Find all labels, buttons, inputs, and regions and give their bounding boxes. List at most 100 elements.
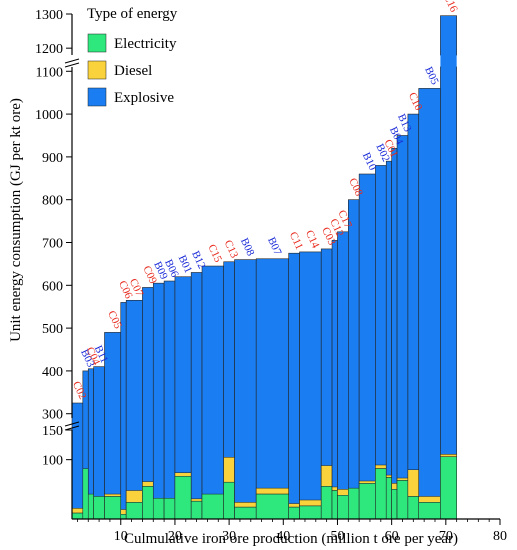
axis-break-marker: [64, 421, 80, 427]
x-tick-label: 40: [276, 529, 290, 544]
legend-item-electricity: Electricity: [87, 33, 177, 53]
electricity-segment: [125, 502, 143, 520]
diesel-segment: [407, 469, 419, 497]
electricity-segment: [234, 506, 257, 520]
bar-B05: [418, 88, 441, 520]
bar-B13: [396, 135, 409, 520]
legend-item-explosive: Explosive: [87, 87, 174, 107]
diesel-segment: [125, 490, 143, 503]
electricity-segment: [331, 490, 338, 520]
bar-label: B08: [238, 236, 257, 258]
y-axis-label: Unit energy consumption (GJ per kt ore): [8, 98, 24, 342]
diesel-segment: [337, 489, 349, 496]
electricity-segment: [418, 502, 441, 520]
diesel-segment: [396, 477, 409, 481]
electricity-segment: [71, 512, 84, 520]
explosive-segment: [201, 265, 224, 520]
explosive-segment: [396, 135, 409, 520]
diesel-segment: [358, 480, 376, 484]
explosive-segment: [71, 402, 84, 520]
y-tick-label: 1100: [36, 65, 63, 80]
legend: Type of energy Electricity Diesel Explosiv…: [87, 6, 178, 107]
explosive-segment: [331, 240, 338, 520]
bar-C06: [120, 302, 127, 520]
legend-label: Explosive: [114, 90, 174, 106]
y-tick-label: 100: [42, 454, 63, 469]
bar-label: C11: [287, 230, 305, 251]
bar-C15: [201, 265, 224, 520]
y-tick-label: 900: [42, 151, 63, 166]
explosive-segment: [348, 199, 360, 520]
electricity-segment: [288, 506, 300, 520]
electricity-segment: [396, 480, 409, 520]
explosive-segment: [418, 88, 441, 520]
explosive-segment: [152, 282, 165, 520]
legend-item-diesel: Diesel: [87, 60, 152, 80]
electricity-segment: [358, 483, 376, 520]
bar-label: B05: [422, 65, 441, 87]
x-tick-label: 80: [493, 529, 507, 544]
y-tick-label: 800: [42, 194, 63, 209]
legend-label: Electricity: [114, 36, 177, 52]
diesel-segment: [142, 481, 154, 487]
x-tick-label: 70: [439, 529, 453, 544]
explosive-segment: [288, 252, 300, 520]
y-tick-label: 600: [42, 279, 63, 294]
explosive-segment: [93, 366, 105, 520]
x-tick-label: 50: [330, 529, 344, 544]
x-tick-label: 60: [385, 529, 399, 544]
bar-B06: [163, 280, 176, 520]
legend-title: Type of energy: [87, 6, 178, 22]
electricity-segment: [88, 493, 94, 520]
electricity-segment: [348, 487, 360, 520]
explosive-segment: [255, 258, 290, 520]
diesel-segment: [234, 502, 257, 508]
y-tick-label: 1200: [35, 42, 63, 57]
y-tick-label: 150: [42, 424, 63, 439]
electricity-segment: [223, 481, 235, 520]
x-tick-label: 20: [168, 529, 182, 544]
legend-swatch: [87, 33, 107, 53]
axis-break-marker: [64, 62, 80, 68]
y-tick-label: 1000: [35, 108, 63, 123]
electricity-segment: [385, 477, 392, 520]
diesel-segment: [375, 464, 387, 469]
electricity-segment: [337, 495, 349, 520]
y-tick-label: 1300: [35, 8, 63, 23]
explosive-segment: [120, 302, 127, 520]
axis-break-marker: [64, 425, 80, 431]
legend-swatch: [87, 60, 107, 80]
legend-label: Diesel: [114, 63, 152, 79]
bar-B09: [152, 282, 165, 520]
electricity-segment: [142, 486, 154, 520]
electricity-segment: [391, 489, 398, 520]
bar-C03: [320, 248, 333, 520]
electricity-segment: [440, 456, 457, 520]
electricity-segment: [163, 497, 176, 520]
diesel-segment: [255, 487, 289, 495]
explosive-segment: [407, 113, 420, 520]
bar-C12: [331, 240, 338, 520]
bar-C02: [71, 402, 84, 520]
bar-C07: [125, 299, 143, 520]
electricity-segment: [82, 468, 89, 520]
bar-C16: [440, 15, 457, 520]
y-tick-label: 300: [42, 408, 63, 423]
y-tick-label: 700: [42, 237, 63, 252]
bar-C11: [288, 252, 300, 520]
diesel-segment: [331, 486, 338, 491]
bar-C13: [223, 261, 235, 520]
explosive-segment: [358, 173, 376, 520]
axis-break-marker: [64, 58, 80, 64]
diesel-segment: [120, 509, 127, 515]
electricity-segment: [120, 514, 127, 520]
y-tick-label: 500: [42, 322, 63, 337]
explosive-segment: [190, 272, 203, 520]
diesel-segment: [299, 499, 322, 507]
bar-C09: [142, 287, 154, 520]
bar-C10: [407, 113, 420, 520]
axis-break-gap: [66, 55, 517, 67]
bar-B07: [255, 258, 290, 520]
